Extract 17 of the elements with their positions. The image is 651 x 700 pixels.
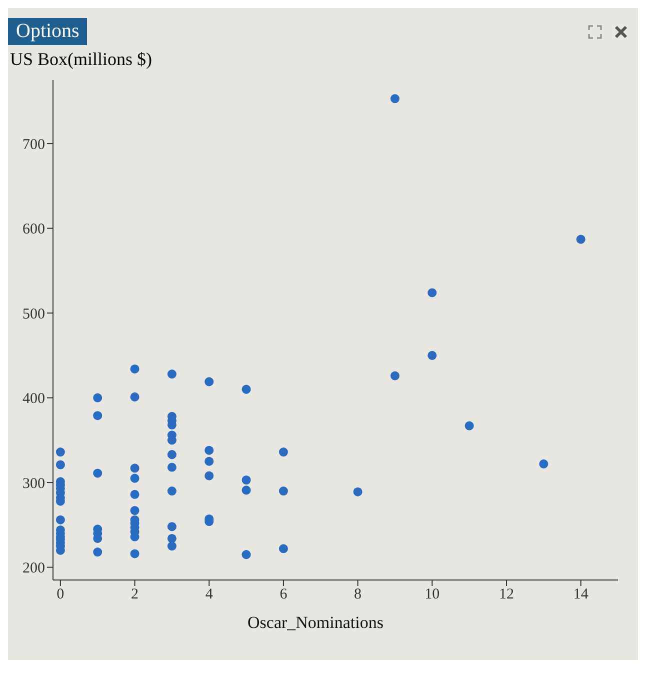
x-axis-title: Oscar_Nominations bbox=[248, 613, 384, 632]
x-tick-label: 0 bbox=[56, 586, 64, 603]
y-tick-label: 400 bbox=[22, 391, 45, 408]
x-tick-label: 12 bbox=[498, 586, 514, 603]
y-tick-label: 700 bbox=[22, 136, 45, 153]
y-tick-label: 300 bbox=[22, 476, 45, 492]
y-tick-label: 600 bbox=[22, 222, 45, 238]
text: Options bbox=[8, 18, 88, 45]
x-tick-label: 8 bbox=[354, 586, 362, 603]
x-tick-label: 4 bbox=[205, 586, 214, 603]
x-tick-label: 2 bbox=[131, 586, 139, 603]
x-tick-label: 10 bbox=[424, 586, 440, 603]
y-tick-label: 200 bbox=[22, 560, 45, 577]
y-tick-label: 500 bbox=[22, 306, 45, 322]
x-tick-label: 6 bbox=[280, 586, 288, 603]
y-axis-title: US Box(millions $) bbox=[9, 49, 154, 70]
x-tick-label: 14 bbox=[573, 586, 589, 603]
